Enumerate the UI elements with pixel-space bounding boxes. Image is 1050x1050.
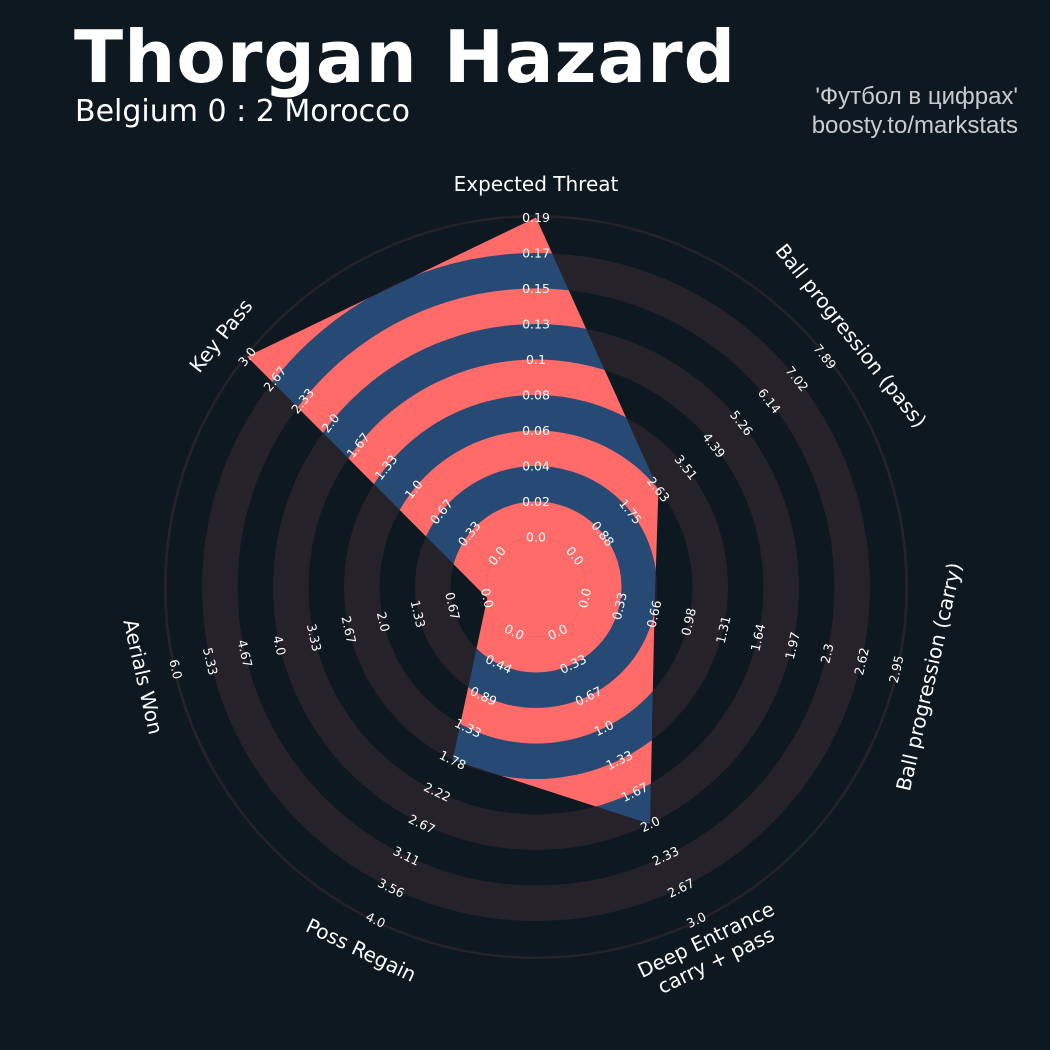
tick-label: 0.04	[522, 459, 550, 474]
player-core	[486, 537, 586, 637]
tick-label: 2.62	[851, 646, 872, 676]
tick-label: 0.33	[609, 591, 630, 621]
tick-label: 5.33	[200, 646, 221, 676]
parameter-label-text: Aerials Won	[118, 617, 168, 737]
parameter-label: Expected Threat	[454, 172, 619, 196]
tick-label: 1.31	[713, 614, 734, 644]
match-subtitle: Belgium 0 : 2 Morocco	[75, 94, 411, 129]
tick-label: 1.97	[782, 630, 803, 660]
tick-label: 1.64	[747, 622, 768, 653]
tick-label: 0.13	[522, 317, 550, 332]
tick-label: 2.3	[817, 642, 836, 665]
player-highlight-ring	[450, 501, 622, 673]
tick-label: 0.67	[442, 591, 463, 621]
tick-label: 0.98	[678, 607, 699, 638]
tick-label: 0.0	[526, 530, 546, 545]
tick-label: 0.0	[575, 587, 594, 610]
tick-label: 4.0	[270, 634, 289, 657]
credit-line-url: boosty.to/markstats	[811, 112, 1018, 139]
page-title: Thorgan Hazard	[74, 15, 737, 99]
tick-label: 2.0	[374, 610, 393, 633]
tick-label: 2.67	[338, 614, 359, 644]
tick-label: 0.06	[522, 423, 550, 438]
tick-label: 0.15	[522, 281, 550, 296]
tick-label: 6.0	[166, 658, 185, 681]
tick-label: 3.33	[304, 622, 325, 652]
tick-label: 1.33	[408, 599, 429, 629]
tick-label: 4.67	[235, 638, 256, 668]
parameter-label: Aerials Won	[118, 617, 168, 737]
credit-line-channel: 'Футбол в цифрах'	[815, 83, 1018, 110]
tick-label: 0.19	[522, 210, 550, 225]
tick-label: 2.95	[886, 654, 907, 684]
tick-label: 0.08	[522, 388, 550, 403]
tick-label: 0.17	[522, 246, 550, 261]
tick-label: 0.66	[644, 599, 665, 630]
tick-label: 0.02	[522, 494, 550, 509]
tick-label: 0.1	[526, 352, 546, 367]
player-radar	[247, 217, 659, 824]
credit: 'Футбол в цифрах' boosty.to/markstats	[812, 82, 1018, 140]
tick-label: 0.0	[478, 587, 497, 610]
parameter-label-text: Expected Threat	[454, 172, 619, 196]
